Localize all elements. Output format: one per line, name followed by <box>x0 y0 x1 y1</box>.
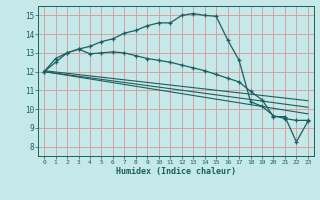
X-axis label: Humidex (Indice chaleur): Humidex (Indice chaleur) <box>116 167 236 176</box>
